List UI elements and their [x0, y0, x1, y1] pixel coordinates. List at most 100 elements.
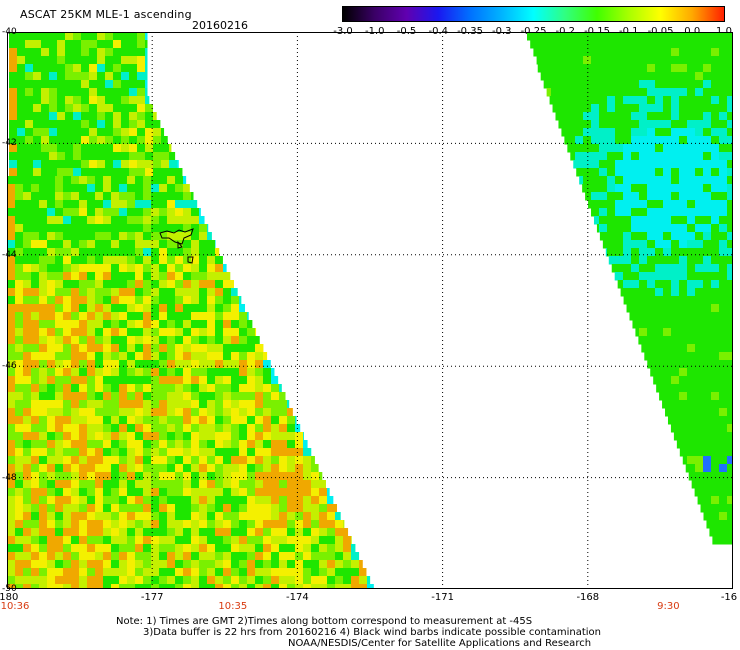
- swath-cell: [7, 328, 16, 337]
- swath-cell: [167, 544, 176, 553]
- swath-cell: [175, 208, 184, 217]
- swath-cell: [631, 144, 640, 153]
- swath-cell: [239, 544, 248, 553]
- swath-cell: [41, 72, 50, 81]
- swath-cell: [263, 520, 272, 529]
- swath-cell: [175, 472, 184, 481]
- swath-cell: [15, 336, 24, 345]
- swath-cell: [7, 264, 16, 273]
- swath-cell: [23, 288, 32, 297]
- colorbar-tick-label: -0.15: [584, 26, 610, 37]
- swath-cell: [7, 480, 16, 489]
- swath-cell: [207, 496, 216, 505]
- swath-cell: [247, 496, 256, 505]
- swath-cell: [151, 432, 160, 441]
- swath-cell: [231, 568, 240, 577]
- swath-cell: [111, 384, 120, 393]
- chatham-islands: [159, 228, 194, 264]
- swath-cell: [143, 504, 152, 513]
- swath-cell: [7, 544, 16, 553]
- swath-cell: [111, 400, 120, 409]
- swath-cell: [111, 200, 120, 209]
- swath-cell: [679, 224, 688, 233]
- swath-cell: [183, 304, 192, 313]
- swath-cell: [111, 368, 120, 377]
- swath-cell: [711, 168, 720, 177]
- swath-cell: [47, 248, 56, 257]
- swath-cell: [607, 248, 616, 257]
- swath-cell: [679, 248, 688, 257]
- swath-cell: [599, 232, 608, 241]
- swath-cell: [655, 40, 664, 49]
- swath-cell: [95, 456, 104, 465]
- swath-cell: [63, 528, 72, 537]
- swath-cell: [247, 376, 256, 385]
- swath-cell: [687, 232, 696, 241]
- swath-cell: [23, 400, 32, 409]
- swath-cell: [191, 576, 200, 585]
- swath-cell: [15, 280, 24, 289]
- swath-cell: [679, 344, 688, 353]
- swath-cell: [159, 336, 168, 345]
- swath-cell: [647, 280, 656, 289]
- swath-cell: [191, 296, 200, 305]
- swath-cell: [199, 400, 208, 409]
- swath-cell: [215, 472, 224, 481]
- swath-cell: [143, 360, 152, 369]
- swath-cell: [295, 472, 304, 481]
- swath-cell: [239, 344, 248, 353]
- swath-cell: [719, 56, 728, 65]
- swath-cell: [223, 496, 232, 505]
- swath-cell: [127, 520, 136, 529]
- swath-cell: [279, 520, 288, 529]
- swath-cell: [687, 352, 696, 361]
- swath-cell: [679, 80, 688, 89]
- swath-cell: [663, 176, 672, 185]
- swath-cell: [15, 416, 24, 425]
- swath-cell: [15, 536, 24, 545]
- swath-cell: [207, 424, 216, 433]
- swath-cell: [687, 32, 696, 41]
- swath-cell: [239, 440, 248, 449]
- swath-cell: [145, 120, 154, 129]
- swath-cell: [239, 488, 248, 497]
- swath-cell: [223, 328, 232, 337]
- swath-cell: [559, 40, 568, 49]
- swath-cell: [129, 72, 138, 81]
- swath-cell: [135, 208, 144, 217]
- swath-cell: [703, 232, 712, 241]
- swath-cell: [103, 584, 112, 589]
- swath-cell: [17, 48, 26, 57]
- swath-cell: [127, 416, 136, 425]
- swath-cell: [23, 296, 32, 305]
- swath-cell: [71, 176, 80, 185]
- swath-cell: [73, 120, 82, 129]
- time-label: 10:36: [0, 601, 30, 612]
- swath-cell: [615, 64, 624, 73]
- swath-cell: [607, 224, 616, 233]
- swath-cell: [655, 344, 664, 353]
- swath-cell: [65, 72, 74, 81]
- swath-cell: [271, 416, 280, 425]
- swath-cell: [679, 96, 688, 105]
- swath-cell: [615, 224, 624, 233]
- swath-cell: [127, 464, 136, 473]
- swath-cell: [7, 392, 16, 401]
- swath-cell: [175, 360, 184, 369]
- swath-cell: [727, 272, 733, 281]
- swath-cell: [655, 376, 664, 385]
- swath-cell: [567, 104, 576, 113]
- swath-cell: [129, 32, 138, 41]
- swath-cell: [39, 312, 48, 321]
- swath-cell: [239, 504, 248, 513]
- swath-cell: [79, 360, 88, 369]
- swath-cell: [119, 376, 128, 385]
- swath-cell: [647, 312, 656, 321]
- swath-cell: [23, 176, 32, 185]
- swath-cell: [31, 208, 40, 217]
- swath-cell: [695, 272, 704, 281]
- swath-cell: [23, 576, 32, 585]
- swath-cell: [135, 352, 144, 361]
- swath-cell: [215, 312, 224, 321]
- wind-map[interactable]: [7, 32, 733, 589]
